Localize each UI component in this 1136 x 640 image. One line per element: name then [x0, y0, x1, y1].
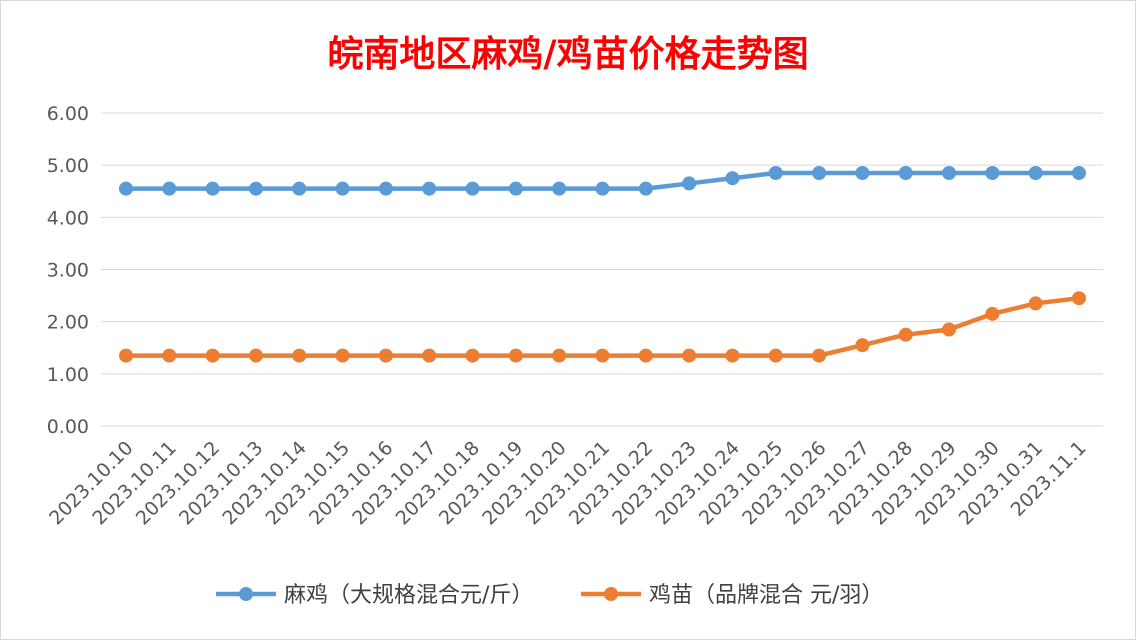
series-2-point: [465, 348, 480, 363]
series-1-point: [725, 171, 740, 186]
series-2-point: [638, 348, 653, 363]
series-1-point: [552, 181, 567, 196]
series-2-point: [942, 322, 957, 337]
y-tick-label: 5.00: [47, 155, 89, 177]
chart-title: 皖南地区麻鸡/鸡苗价格走势图: [327, 33, 809, 75]
series-1-point: [985, 165, 1000, 180]
series-2-point: [205, 348, 220, 363]
series-2-point: [682, 348, 697, 363]
series-1-point: [248, 181, 263, 196]
series-2-point: [552, 348, 567, 363]
series-2-point: [595, 348, 610, 363]
y-tick-label: 3.00: [47, 260, 89, 282]
series-1-point: [768, 165, 783, 180]
series-1-point: [812, 165, 827, 180]
series-2-point: [162, 348, 177, 363]
y-tick-label: 6.00: [47, 103, 89, 125]
legend-label-2: 鸡苗（品牌混合 元/羽）: [649, 583, 883, 608]
series-2-point: [119, 348, 133, 363]
legend: 麻鸡（大规格混合元/斤） 鸡苗（品牌混合 元/羽）: [216, 583, 883, 608]
series-1-point: [638, 181, 653, 196]
y-axis-ticks: 0.00 1.00 2.00 3.00 4.00 5.00 6.00: [47, 103, 89, 438]
series-1-point: [595, 181, 610, 196]
series-1-point: [205, 181, 220, 196]
series-2-point: [508, 348, 523, 363]
series-1-point: [465, 181, 480, 196]
y-tick-label: 2.00: [47, 312, 89, 334]
series-2-point: [335, 348, 350, 363]
series-1-point: [942, 165, 957, 180]
series-2-point: [248, 348, 263, 363]
series-2-point: [855, 338, 870, 353]
series-1-point: [898, 165, 913, 180]
series-1-point: [1072, 165, 1086, 180]
series-2-point: [422, 348, 437, 363]
series-2-point: [812, 348, 827, 363]
series-1-point: [508, 181, 523, 196]
series-layer: [119, 165, 1086, 363]
series-2-point: [985, 306, 1000, 321]
series-2-point: [898, 327, 913, 342]
legend-marker-1: [239, 587, 253, 601]
series-2-point: [768, 348, 783, 363]
series-1-point: [682, 176, 697, 191]
series-line-2: [126, 295, 1080, 358]
series-2-point: [1072, 291, 1086, 306]
series-1-point: [1028, 165, 1043, 180]
series-1-point: [855, 165, 870, 180]
legend-label-1: 麻鸡（大规格混合元/斤）: [284, 583, 533, 608]
series-1-point: [378, 181, 393, 196]
series-2-point: [1028, 296, 1043, 311]
series-1-point: [292, 181, 307, 196]
series-1-point: [422, 181, 437, 196]
series-2-point: [378, 348, 393, 363]
series-2-point: [725, 348, 740, 363]
x-axis-ticks: 2023.10.102023.10.112023.10.122023.10.13…: [45, 437, 1090, 529]
y-tick-label: 0.00: [47, 416, 89, 438]
series-1-point: [119, 181, 133, 196]
series-1-point: [335, 181, 350, 196]
y-tick-label: 4.00: [47, 207, 89, 229]
series-1-point: [162, 181, 177, 196]
legend-marker-2: [604, 587, 618, 601]
gridlines: [101, 112, 1103, 427]
series-2-point: [292, 348, 307, 363]
y-tick-label: 1.00: [47, 364, 89, 386]
